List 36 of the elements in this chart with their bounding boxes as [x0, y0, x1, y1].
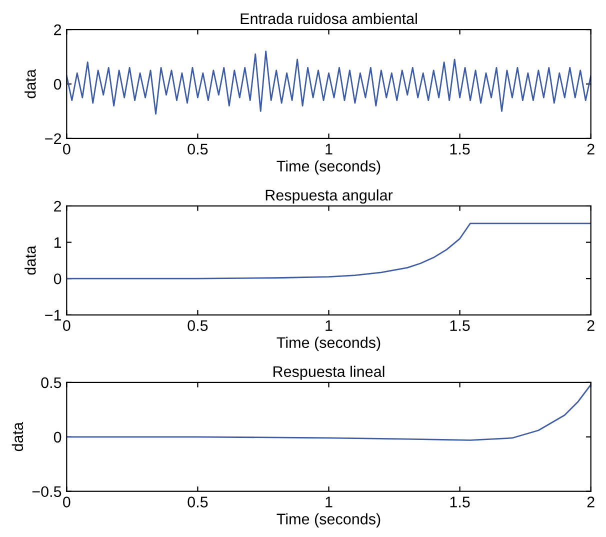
x-tick-label: 1.5: [450, 320, 470, 331]
x-tick-label: 1: [326, 496, 332, 508]
chart-title: Respuesta lineal: [274, 366, 384, 380]
x-tick-label: 0: [63, 320, 70, 331]
y-axis-title: data: [12, 422, 24, 452]
y-tick-label: 0: [54, 432, 62, 443]
y-tick-label: 2: [54, 24, 62, 36]
x-tick-label: 1: [326, 320, 332, 331]
chart-title: Entrada ruidosa ambiental: [240, 12, 417, 24]
y-axis-title: data: [24, 69, 36, 98]
y-axis-title: data: [24, 246, 36, 275]
x-axis-title: Time (seconds): [276, 160, 380, 175]
x-tick-label: 0: [63, 496, 70, 508]
x-tick-label: 1.5: [450, 144, 470, 155]
chart-title: Respuesta angular: [266, 189, 393, 204]
y-tick-label: 0: [54, 78, 62, 90]
x-tick-label: 0: [63, 144, 70, 155]
x-tick-label: 1.5: [450, 496, 470, 508]
x-tick-label: 2: [587, 144, 594, 154]
x-tick-label: 0.5: [188, 144, 208, 155]
y-tick-label: −1: [45, 310, 62, 320]
y-tick-label: 0.5: [41, 377, 62, 388]
y-tick-label: 0: [54, 273, 62, 284]
y-tick-label: 1: [54, 237, 62, 248]
x-tick-label: 2: [587, 320, 594, 331]
x-tick-label: 1: [326, 144, 332, 154]
y-tick-label: −2: [45, 133, 62, 144]
x-tick-label: 0.5: [188, 496, 208, 508]
y-tick-label: 2: [54, 200, 62, 212]
line-series: [66, 50, 591, 115]
x-tick-label: 2: [587, 496, 594, 508]
y-tick-label: −0.5: [32, 486, 62, 498]
line-series: [66, 222, 591, 280]
x-axis-title: Time (seconds): [276, 513, 380, 528]
x-axis-title: Time (seconds): [276, 336, 380, 352]
x-tick-label: 0.5: [188, 320, 208, 331]
